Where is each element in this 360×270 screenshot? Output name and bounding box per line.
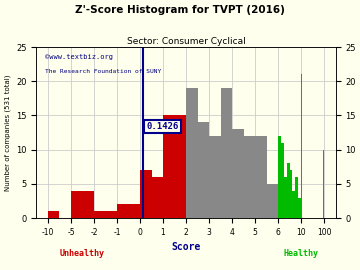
Bar: [117, 204, 140, 218]
Bar: [295, 177, 298, 218]
Text: Unhealthy: Unhealthy: [60, 249, 105, 258]
Bar: [289, 170, 292, 218]
Bar: [163, 116, 175, 218]
Bar: [284, 177, 287, 218]
Bar: [266, 184, 278, 218]
Text: Healthy: Healthy: [284, 249, 319, 258]
Bar: [278, 136, 281, 218]
Title: Sector: Consumer Cyclical: Sector: Consumer Cyclical: [127, 37, 246, 46]
Bar: [152, 177, 163, 218]
Bar: [94, 211, 117, 218]
Bar: [287, 163, 289, 218]
Bar: [323, 150, 324, 218]
Bar: [255, 136, 266, 218]
Bar: [140, 170, 152, 218]
Text: The Research Foundation of SUNY: The Research Foundation of SUNY: [45, 69, 162, 74]
Bar: [292, 191, 295, 218]
Bar: [48, 211, 59, 218]
Bar: [71, 191, 94, 218]
Bar: [209, 136, 221, 218]
Bar: [175, 116, 186, 218]
Text: Z'-Score Histogram for TVPT (2016): Z'-Score Histogram for TVPT (2016): [75, 5, 285, 15]
Bar: [186, 88, 198, 218]
Bar: [221, 88, 232, 218]
Text: 0.1426: 0.1426: [147, 122, 179, 131]
Bar: [301, 74, 302, 218]
Bar: [281, 143, 284, 218]
Text: ©www.textbiz.org: ©www.textbiz.org: [45, 54, 113, 60]
Y-axis label: Number of companies (531 total): Number of companies (531 total): [4, 74, 11, 191]
Bar: [298, 198, 301, 218]
Bar: [244, 136, 255, 218]
Bar: [198, 122, 209, 218]
Bar: [232, 129, 244, 218]
X-axis label: Score: Score: [171, 242, 201, 252]
